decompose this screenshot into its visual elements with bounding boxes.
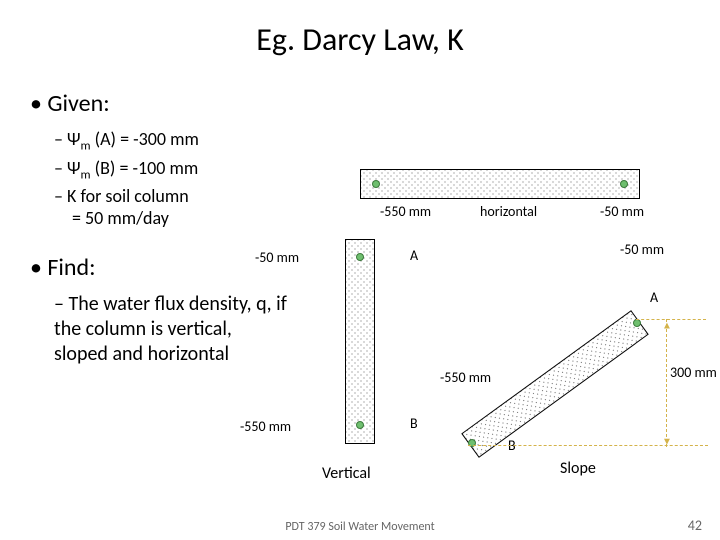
label-minus50-slope: -50 mm — [620, 241, 664, 258]
slide-number: 42 — [688, 517, 702, 534]
content-area: Given: Ψm (A) = -300 mm Ψm (B) = -100 mm… — [0, 69, 720, 539]
find-item-1: The water flux density, q, if the column… — [54, 292, 290, 367]
given-1-rest: (A) = -300 mm — [91, 128, 199, 150]
footer-text: PDT 379 Soil Water Movement — [0, 520, 720, 534]
given-heading: Given: — [30, 89, 290, 118]
label-minus550-slope: -550 mm — [440, 369, 491, 386]
label-300mm: 300 mm — [670, 364, 717, 381]
label-minus50-horiz: -50 mm — [600, 203, 644, 220]
dot-vert-a — [356, 253, 364, 261]
label-slope: Slope — [560, 459, 596, 478]
dot-horiz-left — [372, 180, 380, 188]
given-3-line1: K for soil column — [67, 185, 189, 207]
label-A-vert: A — [410, 247, 418, 264]
given-3-line2: = 50 mm/day — [72, 207, 290, 229]
label-horizontal: horizontal — [480, 203, 537, 220]
given-item-3: K for soil column = 50 mm/day — [54, 185, 290, 229]
dot-vert-b — [356, 421, 364, 429]
dot-horiz-right — [620, 180, 628, 188]
psi-symbol-2: Ψ — [67, 157, 81, 179]
subscript-m-2: m — [81, 167, 91, 182]
arrow-down-icon: ▼ — [662, 435, 672, 448]
psi-symbol: Ψ — [67, 128, 81, 150]
given-item-2: Ψm (B) = -100 mm — [54, 157, 290, 183]
given-2-rest: (B) = -100 mm — [91, 157, 199, 179]
arrow-up-icon: ▲ — [662, 319, 672, 332]
subscript-m: m — [81, 139, 91, 154]
text-column: Given: Ψm (A) = -300 mm Ψm (B) = -100 mm… — [30, 89, 290, 370]
label-minus550-horiz: -550 mm — [380, 203, 431, 220]
horizontal-column — [360, 169, 640, 199]
dim-line-bottom — [468, 445, 708, 446]
vertical-column — [345, 239, 375, 444]
given-item-1: Ψm (A) = -300 mm — [54, 128, 290, 154]
label-minus550-vert-b: -550 mm — [240, 418, 291, 435]
label-minus50-vert-a: -50 mm — [255, 249, 299, 266]
label-B-vert: B — [410, 415, 418, 432]
dim-line-vertical — [666, 319, 667, 447]
slide-title: Eg. Darcy Law, K — [0, 0, 720, 69]
label-A-slope: A — [650, 289, 658, 306]
label-vertical: Vertical — [322, 464, 371, 483]
find-heading: Find: — [30, 253, 290, 282]
dot-slope-a — [633, 319, 641, 327]
